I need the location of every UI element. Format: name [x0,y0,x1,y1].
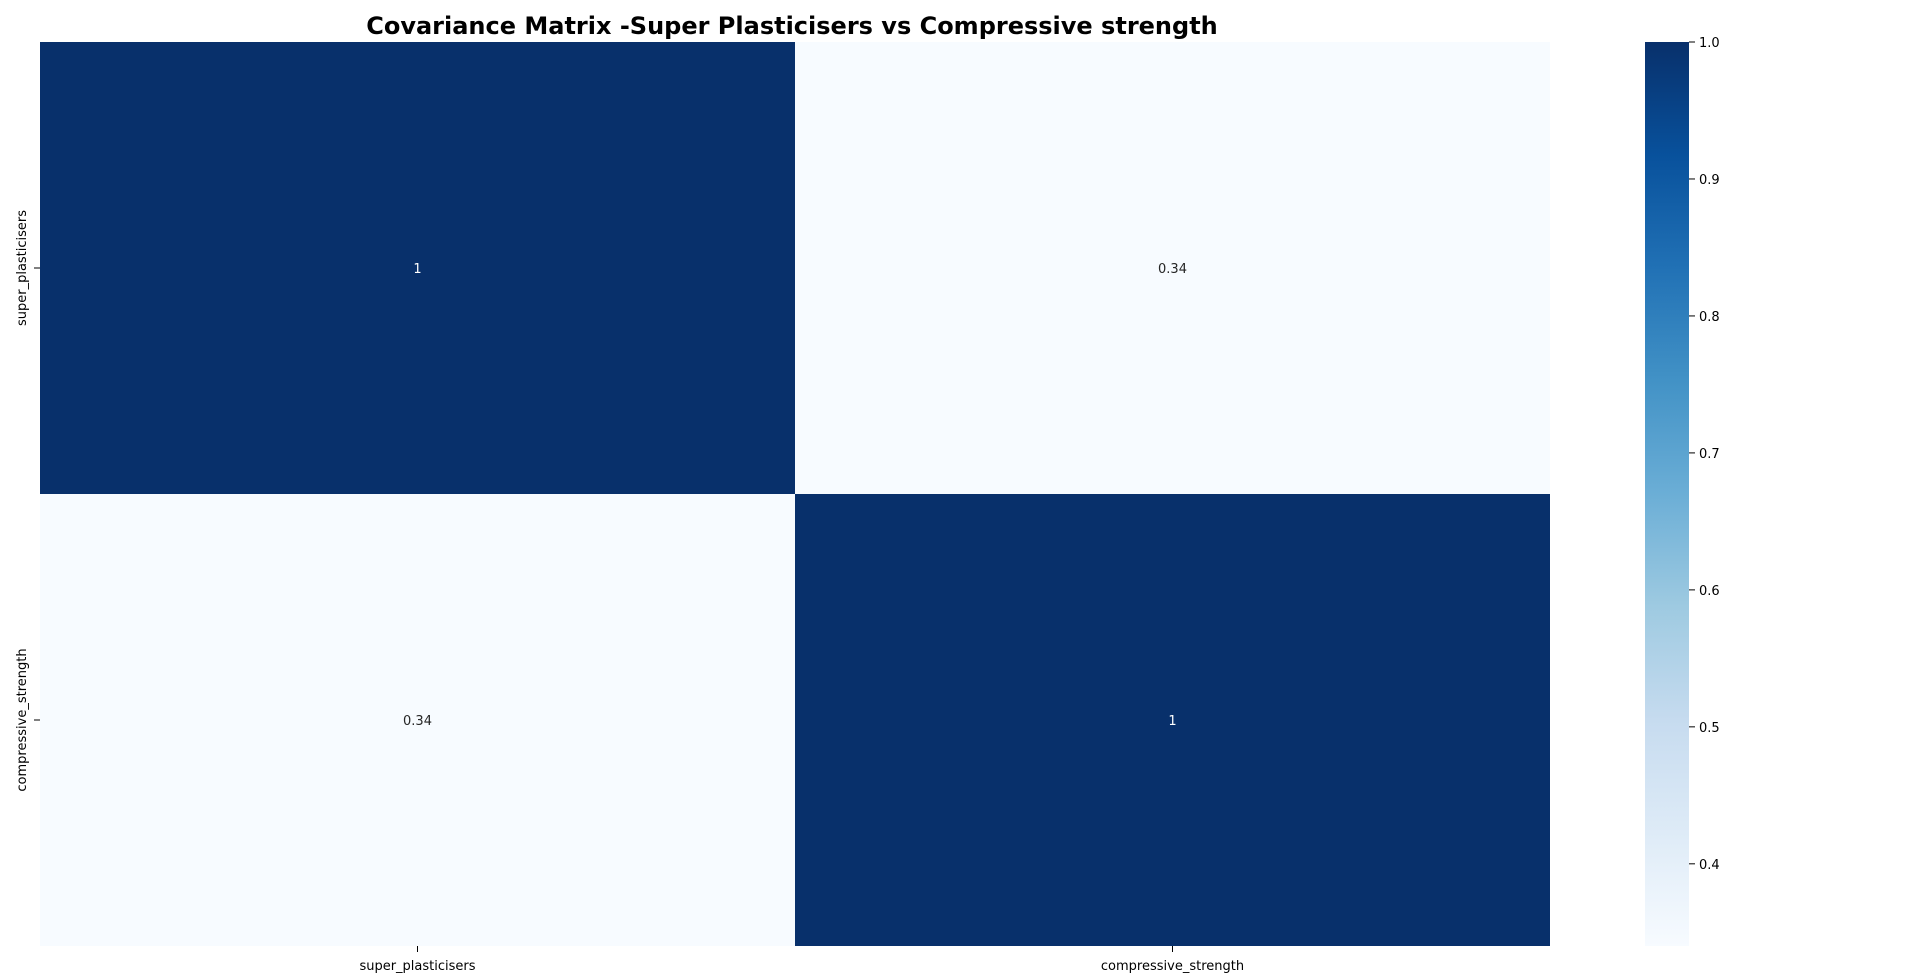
colorbar-gradient [1645,42,1689,946]
colorbar: 0.4 0.5 0.6 0.7 0.8 0.9 1.0 [1645,36,1720,946]
y-axis-ticks: super_plasticisers compressive_strength [15,210,40,792]
cell-annotation: 0.34 [403,714,432,729]
x-tick-label: super_plasticisers [359,959,475,974]
y-tick-label: super_plasticisers [15,210,30,326]
chart-title: Covariance Matrix -Super Plasticisers vs… [366,12,1218,40]
colorbar-tick-label: 0.4 [1699,858,1720,873]
heatmap-cells [40,42,1550,946]
heatmap-cell [40,494,795,946]
colorbar-tick-label: 0.8 [1699,310,1720,325]
heatmap-cell [795,42,1550,494]
y-tick-label: compressive_strength [15,648,30,791]
colorbar-tick-label: 0.9 [1699,173,1720,188]
heatmap-cell [795,494,1550,946]
cell-annotation: 1 [413,262,421,277]
colorbar-tick-label: 0.6 [1699,584,1720,599]
cell-annotation: 1 [1168,714,1176,729]
heatmap-cell [40,42,795,494]
cell-annotations: 1 0.34 0.34 1 [403,262,1187,729]
colorbar-tick-label: 1.0 [1699,36,1720,51]
colorbar-tick-label: 0.7 [1699,447,1720,462]
x-axis-ticks: super_plasticisers compressive_strength [359,946,1244,974]
x-tick-label: compressive_strength [1101,959,1244,974]
colorbar-ticks: 0.4 0.5 0.6 0.7 0.8 0.9 1.0 [1689,36,1720,873]
cell-annotation: 0.34 [1158,262,1187,277]
colorbar-tick-label: 0.5 [1699,721,1720,736]
